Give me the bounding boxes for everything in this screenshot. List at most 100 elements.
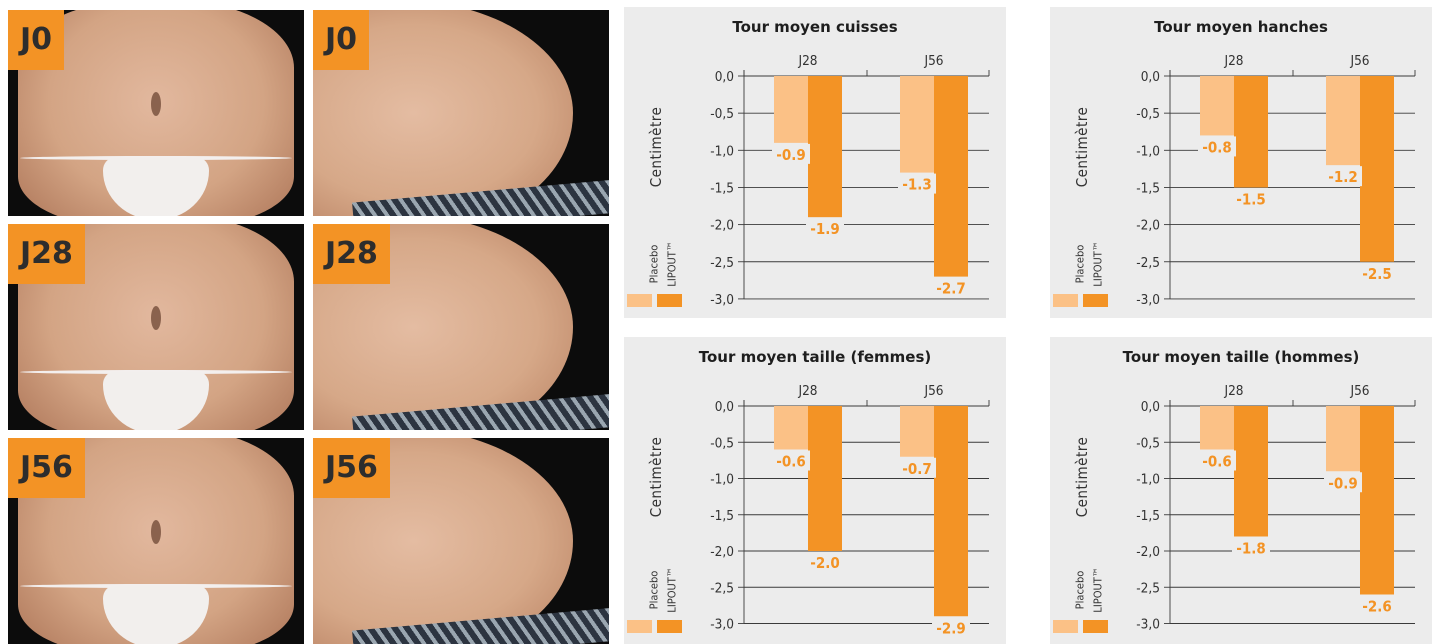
y-tick-label: -3,0 [710,292,734,308]
photo-side-j28: J28 [313,224,609,430]
y-tick-label: -2,0 [1136,218,1160,234]
x-category-label: J28 [797,383,817,399]
y-tick-label: -3,0 [1136,292,1160,308]
x-category-label: J56 [923,383,943,399]
y-tick-label: 0,0 [715,69,734,85]
chart-title: Tour moyen taille (femmes) [698,348,932,366]
data-label-box [1324,472,1362,493]
y-tick-label: -3,0 [710,617,734,633]
y-tick-label: -2,0 [1136,544,1160,560]
x-category-label: J28 [1223,383,1243,399]
chart-panel: Tour moyen taille (femmes) 0,0 -0,5 -1,0 -1,… [624,337,1006,644]
y-tick-label: -1,0 [1136,143,1160,159]
photo-side-j0: J0 [313,10,609,216]
x-category-label: J28 [797,53,817,69]
data-label-box [932,617,970,638]
x-category-label: J56 [1349,383,1369,399]
chart-svg: 0,0 -0,5 -1,0 -1,5 -2,0 -2,5 -3,0 J28 -0.8 -1.5 J5… [1136,53,1416,308]
data-label-box [1198,450,1236,471]
legend-placebo-text: Placebo [647,570,661,610]
chart-svg: 0,0 -0,5 -1,0 -1,5 -2,0 -2,5 -3,0 J28 -0.6 -2.0 J5… [710,383,990,638]
bar-placebo [1326,406,1360,472]
legend-lipout-text: LIPOUT™ [665,241,679,287]
y-tick-label: -2,0 [710,544,734,560]
data-label: -1.5 [1236,190,1266,208]
chart-title: Tour moyen taille (hommes) [1122,348,1360,366]
y-tick-label: -2,5 [710,580,734,596]
garment-image [102,158,210,216]
chart-panel: Tour moyen cuisses 0,0 -0,5 -1,0 -1,5 -2,0 -2,… [624,7,1006,318]
data-label: -2.0 [810,554,840,572]
photo-day-label: J0 [8,10,65,70]
legend-swatch-lipout [657,620,682,633]
photo-day-label: J56 [8,438,85,498]
x-category-label: J28 [1223,53,1243,69]
legend-swatch-lipout [1083,294,1108,307]
y-tick-label: -0,5 [710,106,734,122]
garment-image [102,586,210,644]
y-tick-label: -1,0 [710,472,734,488]
data-label-box [772,450,810,471]
bar-placebo [774,76,808,143]
y-axis-title-text: Centimètre [647,106,665,188]
y-tick-label: -2,5 [710,255,734,271]
data-label-box [1358,262,1396,283]
y-tick-label: -0,5 [710,435,734,451]
bar-lipout [1360,406,1394,595]
data-label: -2.7 [936,280,966,298]
y-tick-label: -2,5 [1136,255,1160,271]
y-tick-label: -1,0 [1136,472,1160,488]
chart-title: Tour moyen cuisses [732,18,898,36]
legend-placebo-text: Placebo [1073,570,1087,610]
x-category-label: J56 [1349,53,1369,69]
photo-day-label: J28 [313,224,390,284]
data-label-box [898,457,936,478]
data-label: -1.9 [810,220,840,238]
chart-svg: 0,0 -0,5 -1,0 -1,5 -2,0 -2,5 -3,0 J28 -0.6 -1.8 J5… [1136,383,1416,633]
photo-front-j56: J56 [8,438,304,644]
chart-panel: Tour moyen hanches 0,0 -0,5 -1,0 -1,5 -2,0 -2,… [1050,7,1432,318]
data-label: -0.9 [776,146,806,164]
data-label: -0.8 [1202,138,1232,156]
data-label: -2.9 [936,619,966,637]
photo-day-label: J28 [8,224,85,284]
y-tick-label: -3,0 [1136,617,1160,633]
data-label: -1.8 [1236,540,1266,558]
data-label: -1.3 [902,176,932,194]
bar-placebo [900,76,934,173]
navel-mark [151,92,161,117]
data-label-box [1232,537,1270,558]
bar-lipout [1360,76,1394,262]
data-label-box [1232,188,1270,209]
y-axis-title-text: Centimètre [1073,106,1091,188]
bar-lipout [934,76,968,277]
bar-lipout [1234,76,1268,188]
navel-mark [151,520,161,545]
bar-placebo [900,406,934,457]
data-label: -0.6 [1202,453,1232,471]
data-label-box [1358,595,1396,616]
y-tick-label: -2,0 [710,218,734,234]
y-tick-label: 0,0 [1141,399,1160,415]
data-label-box [932,277,970,298]
y-tick-label: 0,0 [1141,69,1160,85]
bar-placebo [1326,76,1360,166]
data-label: -0.7 [902,460,932,478]
photo-front-j0: J0 [8,10,304,216]
legend-placebo-text: Placebo [1073,244,1087,284]
chart-panel: Tour moyen taille (hommes) 0,0 -0,5 -1,0 -1,… [1050,337,1432,644]
y-tick-label: -1,0 [710,143,734,159]
data-label-box [1324,166,1362,187]
garment-image [102,372,210,430]
data-label: -1.2 [1328,168,1358,186]
data-label: -0.6 [776,453,806,471]
bar-placebo [774,406,808,450]
data-label: -2.5 [1362,265,1392,283]
legend-swatch-lipout [1083,620,1108,633]
legend-swatch-placebo [1053,620,1078,633]
photo-side-j56: J56 [313,438,609,644]
data-label-box [898,173,936,194]
bar-lipout [808,76,842,218]
y-axis-title-text: Centimètre [647,436,665,518]
legend-lipout-text: LIPOUT™ [665,567,679,613]
